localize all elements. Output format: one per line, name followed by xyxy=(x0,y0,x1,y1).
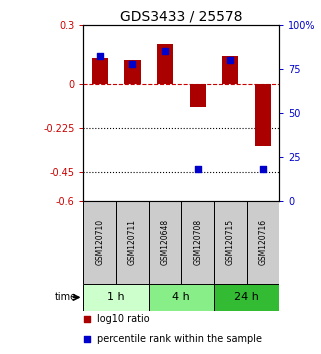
Text: percentile rank within the sample: percentile rank within the sample xyxy=(97,334,262,344)
Bar xyxy=(149,284,214,311)
Bar xyxy=(255,84,271,146)
Text: 1 h: 1 h xyxy=(107,292,125,302)
Text: GSM120711: GSM120711 xyxy=(128,219,137,265)
Bar xyxy=(83,201,116,284)
Bar xyxy=(91,58,108,84)
Text: time: time xyxy=(55,292,77,302)
Point xyxy=(260,166,265,172)
Point xyxy=(130,61,135,67)
Text: GSM120716: GSM120716 xyxy=(258,219,267,266)
Point xyxy=(162,48,168,54)
Text: GSM120708: GSM120708 xyxy=(193,219,202,266)
Point xyxy=(228,57,233,63)
Bar xyxy=(181,201,214,284)
Text: log10 ratio: log10 ratio xyxy=(97,314,150,324)
Text: 4 h: 4 h xyxy=(172,292,190,302)
Point xyxy=(97,54,102,59)
Bar xyxy=(222,56,239,84)
Text: GSM120715: GSM120715 xyxy=(226,219,235,266)
Bar xyxy=(157,44,173,84)
Point xyxy=(195,166,200,172)
Text: GSM120710: GSM120710 xyxy=(95,219,104,266)
Point xyxy=(85,316,90,322)
Bar xyxy=(149,201,181,284)
Text: GSM120648: GSM120648 xyxy=(160,219,169,266)
Text: 24 h: 24 h xyxy=(234,292,259,302)
Bar xyxy=(214,284,279,311)
Bar xyxy=(247,201,279,284)
Bar xyxy=(116,201,149,284)
Bar xyxy=(124,60,141,84)
Point xyxy=(85,336,90,342)
Bar xyxy=(214,201,247,284)
Bar xyxy=(83,284,149,311)
Title: GDS3433 / 25578: GDS3433 / 25578 xyxy=(120,10,243,24)
Bar xyxy=(189,84,206,107)
